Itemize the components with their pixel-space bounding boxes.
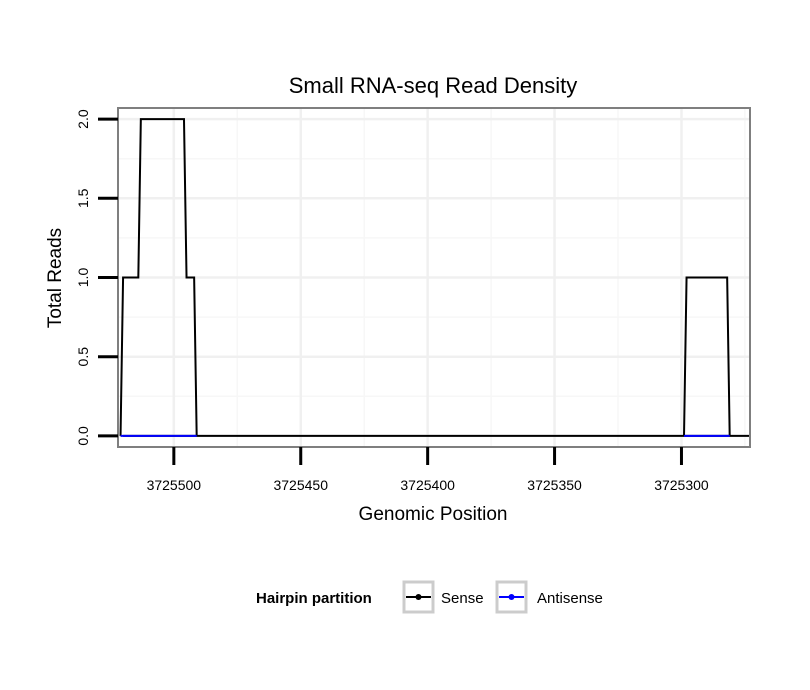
y-tick-label: 0.0	[75, 426, 91, 446]
legend-label-antisense: Antisense	[537, 590, 603, 607]
x-tick-label: 3725350	[527, 477, 582, 493]
chart-title: Small RNA-seq Read Density	[289, 73, 578, 98]
y-tick-label: 1.0	[75, 268, 91, 288]
plot-panel	[117, 107, 751, 448]
y-tick-label: 0.5	[75, 347, 91, 367]
x-tick-label: 3725450	[273, 477, 328, 493]
grid-lines	[118, 108, 750, 447]
legend-title: Hairpin partition	[256, 590, 372, 607]
y-tick-label: 1.5	[75, 188, 91, 208]
x-axis: 3725500 3725450 3725400 3725350 3725300	[147, 447, 709, 493]
legend-entry-antisense: Antisense	[495, 580, 603, 614]
legend: Hairpin partition Sense Antisense	[256, 580, 603, 614]
x-tick-label: 3725300	[654, 477, 709, 493]
y-tick-label: 2.0	[75, 109, 91, 129]
y-axis-title: Total Reads	[45, 228, 66, 328]
legend-label-sense: Sense	[441, 590, 484, 607]
x-axis-title: Genomic Position	[359, 504, 508, 525]
series-lines	[119, 118, 750, 437]
legend-point-antisense	[508, 594, 515, 600]
x-tick-label: 3725400	[400, 477, 455, 493]
legend-point-sense	[415, 594, 422, 600]
y-axis: 0.0 0.5 1.0 1.5 2.0	[75, 109, 118, 446]
x-tick-label: 3725500	[147, 477, 202, 493]
legend-entry-sense: Sense	[402, 580, 484, 614]
